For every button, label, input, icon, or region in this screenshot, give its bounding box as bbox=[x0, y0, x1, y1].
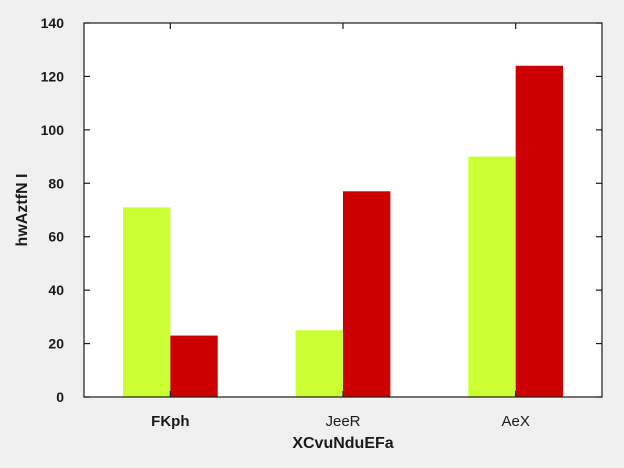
bar-AeX-series-1 bbox=[468, 156, 516, 397]
y-tick-label: 60 bbox=[48, 229, 64, 245]
y-tick-label: 100 bbox=[41, 122, 65, 138]
bar-FKph-series-2 bbox=[170, 335, 218, 397]
bar-JeeR-series-2 bbox=[343, 191, 391, 397]
plot-frame bbox=[83, 22, 603, 398]
ticks-group: FKph JeeR AeX 0 20 40 60 80 100 120 140 bbox=[41, 15, 602, 430]
bar-JeeR-series-1 bbox=[295, 330, 343, 397]
y-axis-title: hwAztfN I bbox=[14, 174, 31, 247]
bars-group bbox=[122, 65, 564, 397]
x-tick-label: JeeR bbox=[325, 413, 360, 430]
y-tick-label: 20 bbox=[48, 336, 64, 352]
bar-AeX-series-2 bbox=[515, 65, 564, 397]
y-tick-label: 40 bbox=[48, 282, 64, 298]
bar-FKph-series-1 bbox=[122, 207, 171, 397]
y-tick-label: 80 bbox=[48, 175, 64, 191]
y-tick-label: 140 bbox=[41, 15, 65, 31]
y-tick-label: 0 bbox=[56, 389, 64, 405]
y-tick-label: 120 bbox=[41, 68, 65, 84]
x-axis-title: XCvuNduEFa bbox=[292, 435, 393, 452]
x-tick-label: AeX bbox=[501, 413, 529, 430]
x-tick-label: FKph bbox=[151, 413, 189, 430]
